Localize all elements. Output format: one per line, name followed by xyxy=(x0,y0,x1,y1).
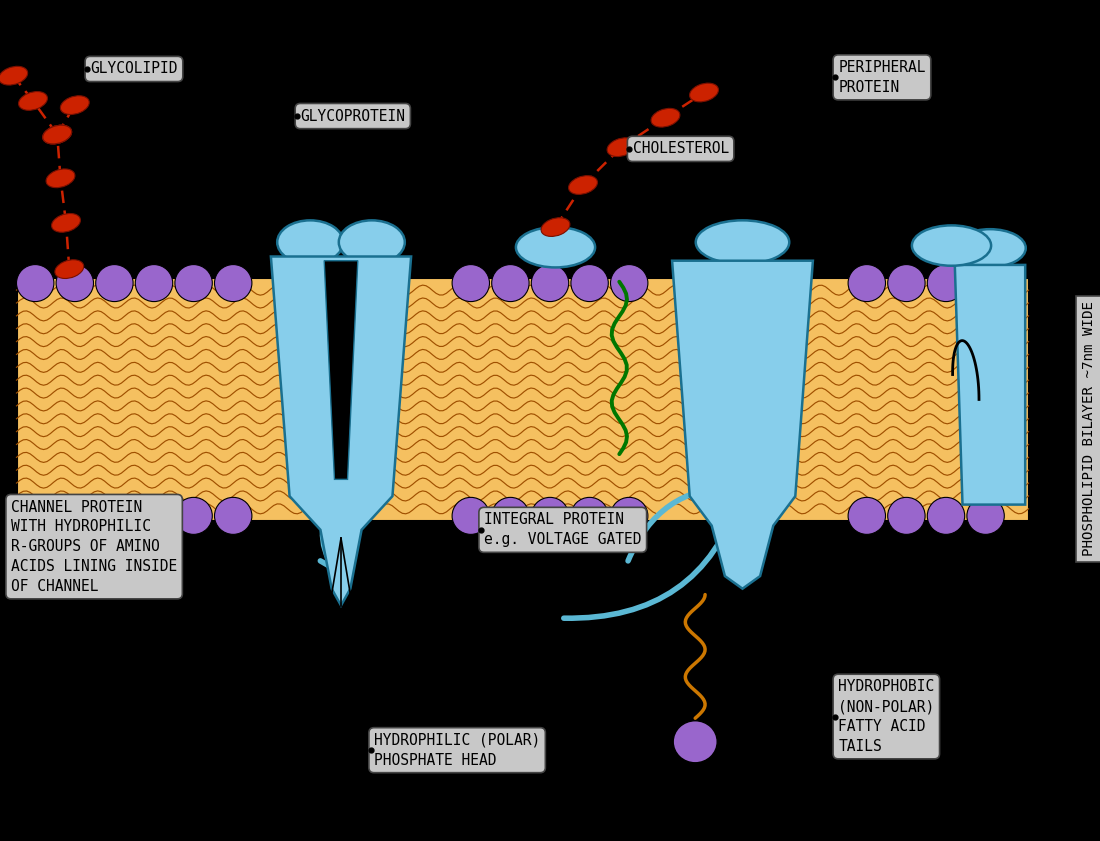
Ellipse shape xyxy=(967,265,1004,302)
Ellipse shape xyxy=(516,227,595,267)
Ellipse shape xyxy=(0,66,28,85)
Ellipse shape xyxy=(531,265,569,302)
Polygon shape xyxy=(324,261,358,479)
Ellipse shape xyxy=(43,125,72,144)
Ellipse shape xyxy=(339,220,405,264)
Text: CHANNEL PROTEIN
WITH HYDROPHILIC
R-GROUPS OF AMINO
ACIDS LINING INSIDE
OF CHANNE: CHANNEL PROTEIN WITH HYDROPHILIC R-GROUP… xyxy=(11,500,177,594)
Polygon shape xyxy=(955,265,1025,505)
Ellipse shape xyxy=(452,497,490,534)
Ellipse shape xyxy=(848,497,886,534)
Ellipse shape xyxy=(492,497,529,534)
Ellipse shape xyxy=(56,265,94,302)
Ellipse shape xyxy=(531,497,569,534)
Ellipse shape xyxy=(571,265,608,302)
Ellipse shape xyxy=(46,169,75,188)
Ellipse shape xyxy=(52,214,80,232)
Bar xyxy=(16,278,1028,521)
Ellipse shape xyxy=(927,265,965,302)
Ellipse shape xyxy=(175,497,212,534)
Ellipse shape xyxy=(610,265,648,302)
Text: PHOSPHOLIPID BILAYER ~7nm WIDE: PHOSPHOLIPID BILAYER ~7nm WIDE xyxy=(1082,301,1096,557)
Text: PERIPHERAL
PROTEIN: PERIPHERAL PROTEIN xyxy=(838,60,926,95)
Ellipse shape xyxy=(175,265,212,302)
Text: GLYCOPROTEIN: GLYCOPROTEIN xyxy=(300,108,405,124)
Ellipse shape xyxy=(610,497,648,534)
Ellipse shape xyxy=(888,265,925,302)
Polygon shape xyxy=(271,257,411,606)
Ellipse shape xyxy=(651,108,680,127)
Ellipse shape xyxy=(60,96,89,114)
Ellipse shape xyxy=(214,265,252,302)
Ellipse shape xyxy=(452,265,490,302)
Ellipse shape xyxy=(135,497,173,534)
Text: INTEGRAL PROTEIN
e.g. VOLTAGE GATED: INTEGRAL PROTEIN e.g. VOLTAGE GATED xyxy=(484,512,641,547)
Text: HYDROPHILIC (POLAR)
PHOSPHATE HEAD: HYDROPHILIC (POLAR) PHOSPHATE HEAD xyxy=(374,733,540,768)
Ellipse shape xyxy=(888,497,925,534)
Ellipse shape xyxy=(19,92,47,110)
Ellipse shape xyxy=(912,225,991,266)
Ellipse shape xyxy=(16,497,54,534)
Ellipse shape xyxy=(55,260,84,278)
Ellipse shape xyxy=(955,229,1025,267)
Ellipse shape xyxy=(607,138,636,156)
Ellipse shape xyxy=(492,265,529,302)
Ellipse shape xyxy=(927,497,965,534)
Ellipse shape xyxy=(16,265,54,302)
Ellipse shape xyxy=(277,220,343,264)
Ellipse shape xyxy=(56,497,94,534)
Ellipse shape xyxy=(96,265,133,302)
Ellipse shape xyxy=(214,497,252,534)
Ellipse shape xyxy=(43,125,72,144)
Text: CHOLESTEROL: CHOLESTEROL xyxy=(632,141,728,156)
Ellipse shape xyxy=(135,265,173,302)
Polygon shape xyxy=(672,261,813,589)
Ellipse shape xyxy=(43,125,72,144)
Text: HYDROPHOBIC
(NON-POLAR)
FATTY ACID
TAILS: HYDROPHOBIC (NON-POLAR) FATTY ACID TAILS xyxy=(838,680,935,754)
Ellipse shape xyxy=(848,265,886,302)
Ellipse shape xyxy=(695,220,790,264)
Ellipse shape xyxy=(690,83,718,102)
Ellipse shape xyxy=(541,218,570,236)
Ellipse shape xyxy=(569,176,597,194)
Ellipse shape xyxy=(571,497,608,534)
Ellipse shape xyxy=(967,497,1004,534)
Ellipse shape xyxy=(96,497,133,534)
Ellipse shape xyxy=(673,721,717,763)
Text: GLYCOLIPID: GLYCOLIPID xyxy=(90,61,178,77)
